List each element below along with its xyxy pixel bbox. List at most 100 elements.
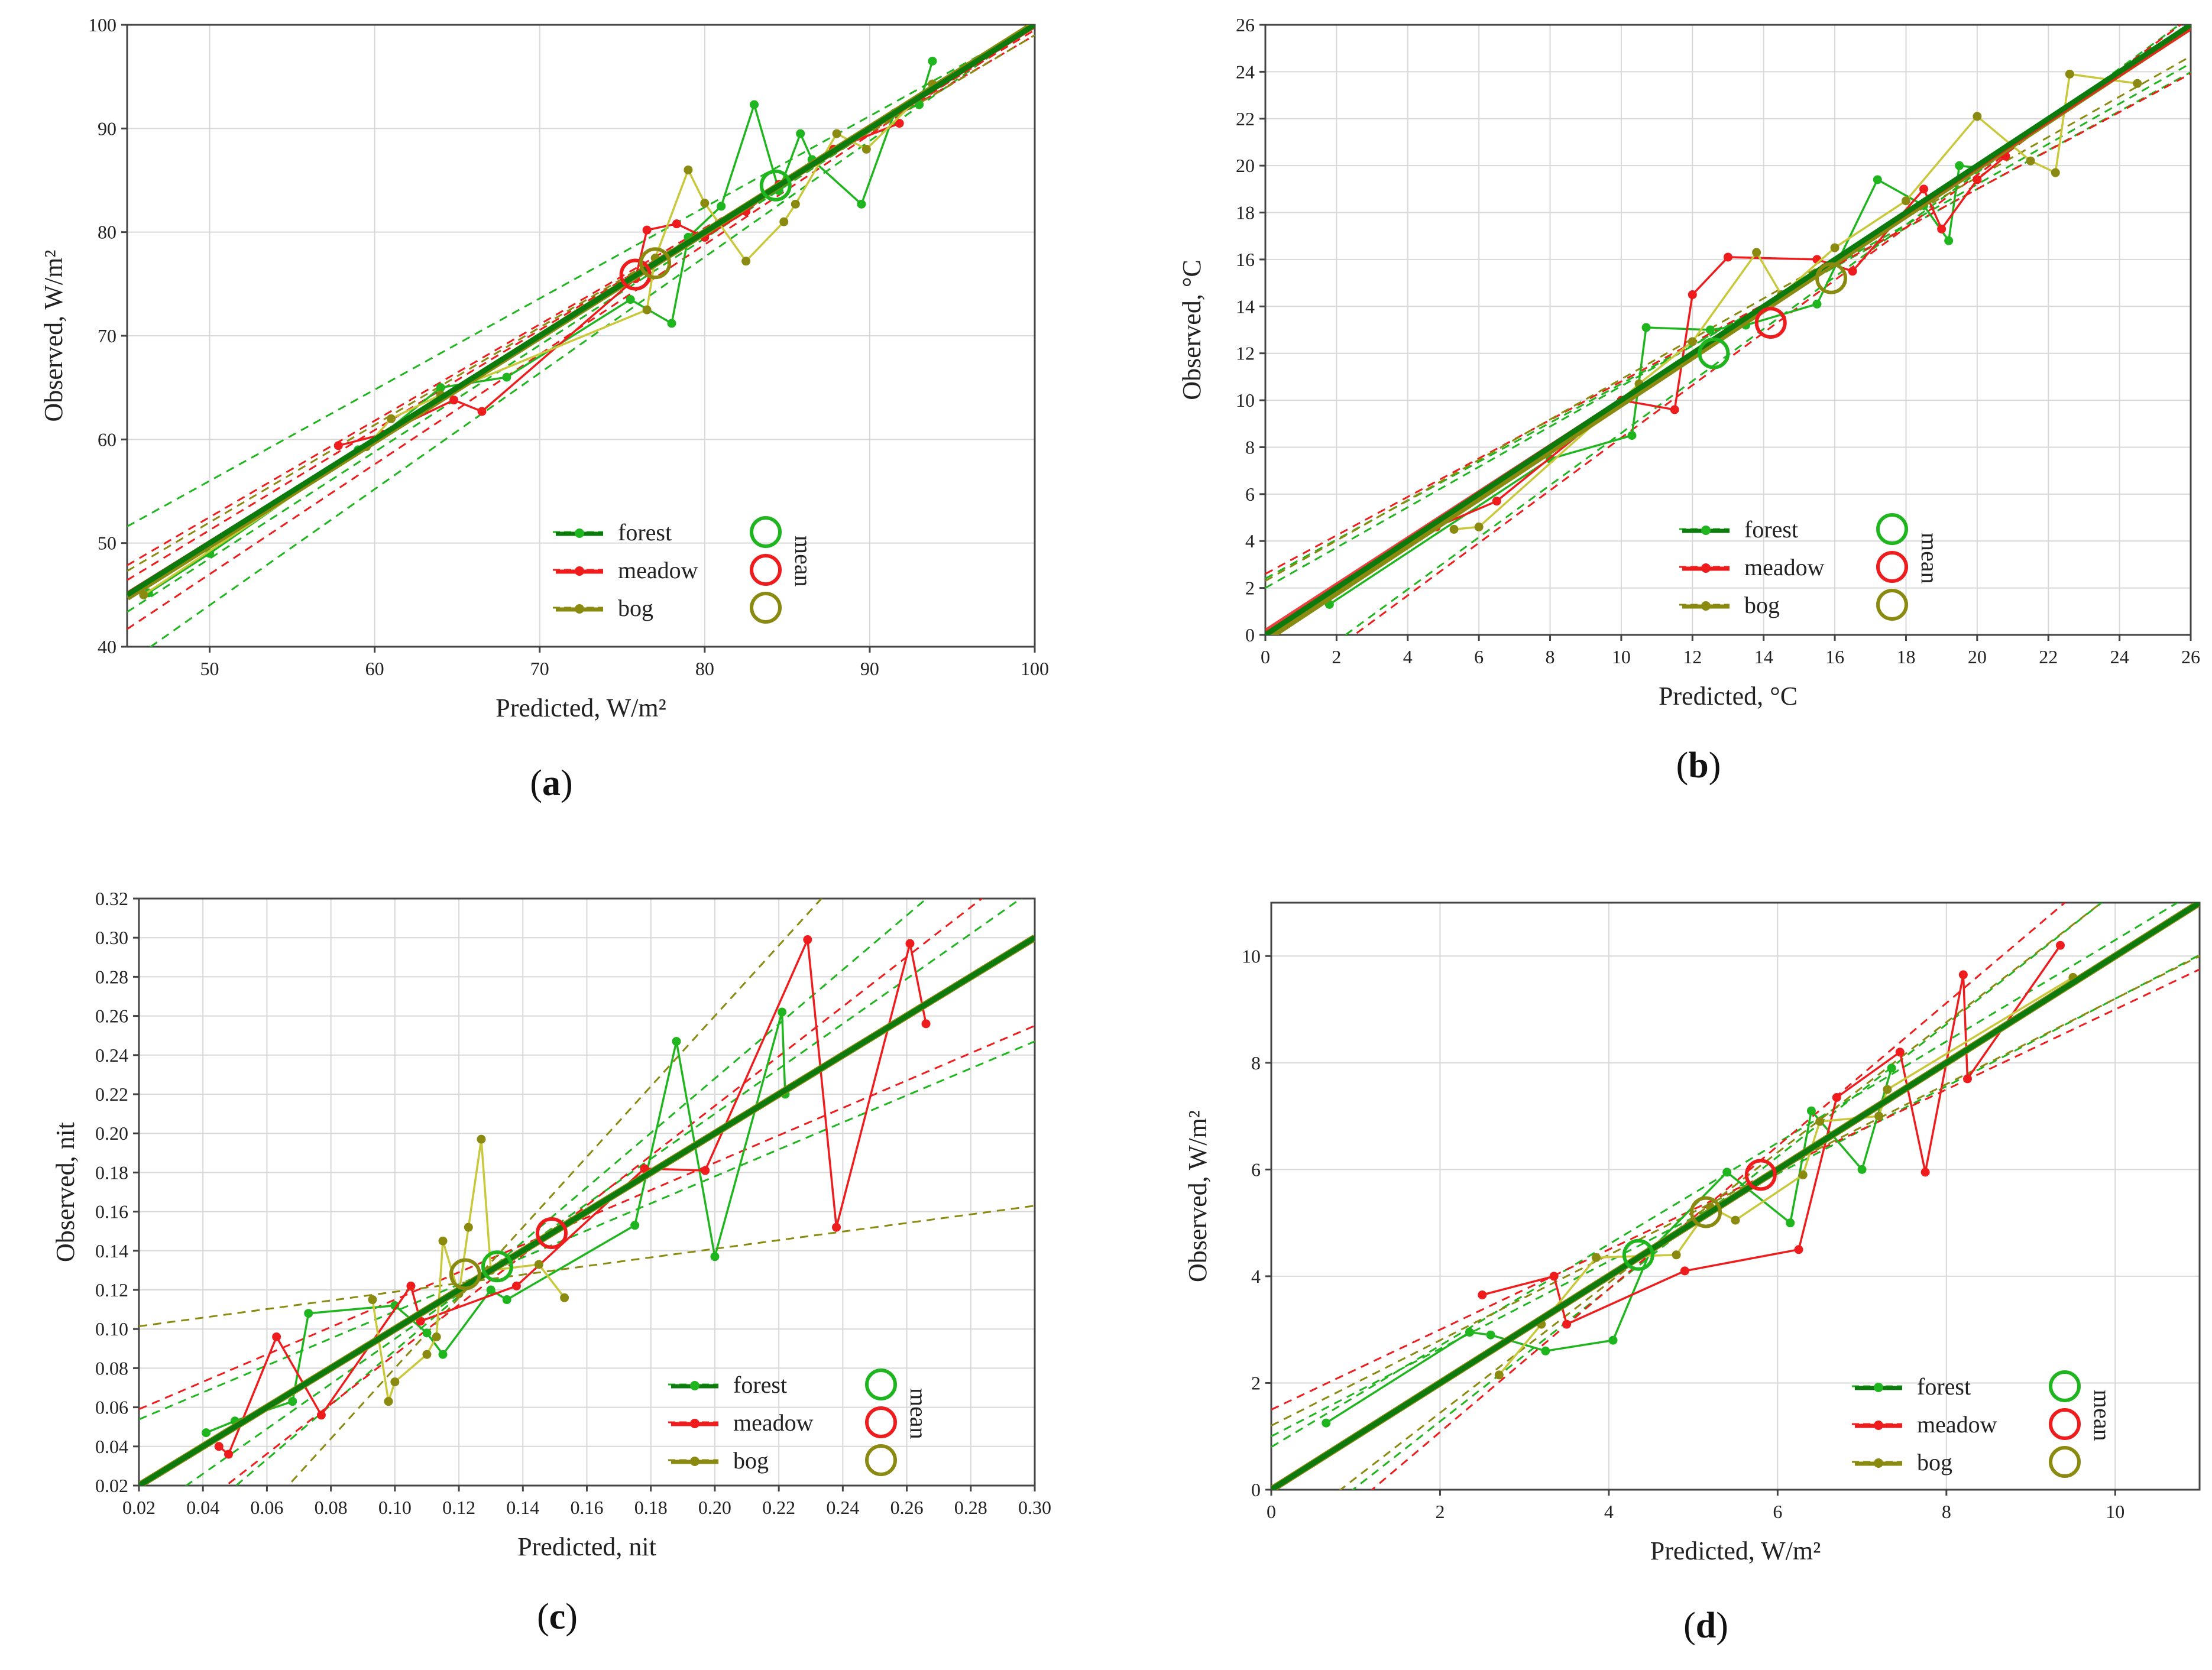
point-meadow (642, 225, 652, 235)
point-meadow (1549, 1272, 1559, 1281)
point-meadow (1562, 1319, 1572, 1329)
point-meadow (1958, 970, 1968, 980)
point-bog (1449, 524, 1459, 534)
y-tick-label: 0.18 (95, 1162, 128, 1183)
point-bog (1592, 1253, 1601, 1262)
x-tick-label: 6 (1773, 1501, 1782, 1522)
legend-mean-marker-forest (2049, 1370, 2081, 1402)
x-tick-label: 90 (860, 658, 879, 679)
point-bog (438, 1236, 448, 1246)
x-tick-label: 60 (365, 658, 384, 679)
x-tick-label: 14 (1754, 646, 1773, 667)
x-tick-label: 10 (1612, 646, 1631, 667)
point-bog (1901, 196, 1910, 206)
y-tick-label: 8 (1251, 1052, 1261, 1074)
point-bog (1731, 1215, 1740, 1225)
point-bog (1672, 1250, 1681, 1260)
band-forest (1271, 903, 2179, 1448)
mean-marker-bog (1690, 1196, 1722, 1228)
y-tick-label: 14 (1236, 296, 1255, 317)
point-meadow (1895, 1048, 1905, 1057)
point-bog (1830, 243, 1839, 252)
point-forest (502, 372, 511, 382)
legend-dot (1874, 1421, 1883, 1430)
panel-c: 0.02 0.04 0.06 0.08 0.10 0.12 0.14 0.16 0.18 0.20… (51, 888, 1051, 1637)
legend-label-meadow: meadow (618, 557, 698, 583)
legend-mean-marker-forest (865, 1369, 897, 1400)
legend-label-meadow: meadow (1744, 554, 1825, 581)
band-bog (127, 34, 1035, 572)
point-bog (384, 1397, 393, 1406)
legend-mean-label: mean (905, 1388, 932, 1439)
point-forest (1806, 1106, 1816, 1116)
legend-mean-marker-meadow (1876, 551, 1908, 583)
x-tick-label: 0.14 (506, 1497, 539, 1518)
x-tick-label: 0.02 (122, 1497, 156, 1518)
point-forest (1944, 236, 1954, 245)
panel-label: (a) (530, 763, 572, 803)
point-forest (928, 56, 937, 66)
point-forest (288, 1397, 297, 1406)
x-tick-label: 0 (1267, 1501, 1276, 1522)
point-bog (1474, 522, 1484, 531)
y-tick-label: 0.28 (95, 966, 128, 987)
y-tick-label: 12 (1236, 343, 1255, 364)
point-forest (502, 1295, 511, 1305)
band-forest (184, 899, 1023, 1486)
x-tick-label: 0.06 (250, 1497, 283, 1518)
y-axis-label: Observed, nit (51, 1122, 80, 1262)
mean-marker-bog (449, 1258, 481, 1290)
y-tick-label: 0.14 (95, 1240, 128, 1262)
y-tick-label: 0.08 (95, 1357, 128, 1379)
point-meadow (1919, 184, 1929, 194)
series-line-bog (142, 83, 934, 596)
legend-mean-marker-forest (750, 516, 782, 548)
point-meadow (895, 119, 904, 128)
x-axis-label: Predicted, W/m² (495, 693, 666, 722)
panel-label-close: ) (1709, 745, 1721, 786)
point-bog (390, 1377, 400, 1387)
point-meadow (1848, 267, 1857, 276)
panel-a: 50 60 70 80 90 100 40 50 60 70 80 90 100 Predicted, W… (39, 14, 1049, 803)
legend-mean-marker-bog (1876, 589, 1908, 621)
panel-label-open: ( (537, 1597, 549, 1637)
legend-mean-marker-meadow (865, 1406, 897, 1438)
legend-label-bog: bog (1917, 1449, 1952, 1476)
series-line-bog (1453, 73, 2137, 531)
point-bog (642, 305, 652, 314)
point-bog (1883, 1085, 1892, 1094)
y-tick-label: 0.22 (95, 1084, 128, 1105)
band-bog (139, 1205, 1035, 1328)
point-bog (1494, 1370, 1504, 1380)
mean-marker-forest (1622, 1238, 1654, 1271)
x-tick-label: 0.24 (826, 1497, 859, 1518)
x-tick-label: 0.08 (315, 1497, 348, 1518)
y-tick-label: 6 (1251, 1159, 1261, 1180)
legend-dot (1701, 563, 1711, 573)
point-bog (1973, 112, 1982, 121)
fit-line-forest (1271, 903, 2200, 1490)
point-meadow (449, 395, 459, 405)
series-line-forest (205, 1011, 786, 1434)
legend-dot (575, 528, 584, 538)
point-forest (436, 383, 445, 393)
point-forest (438, 1350, 448, 1359)
panel-d: 0 2 4 6 8 10 0 2 4 6 8 10 Predicted, W/m² Observed, W… (1183, 902, 2201, 1646)
point-meadow (1920, 1168, 1930, 1177)
legend-mean-marker-bog (750, 592, 782, 624)
legend-mean-marker-bog (2049, 1446, 2081, 1478)
y-tick-label: 0.10 (95, 1318, 128, 1340)
legend-dot (575, 566, 584, 576)
legend-mean-label: mean (790, 536, 817, 587)
plot-frame (1264, 24, 2192, 636)
panel-label: (b) (1676, 745, 1721, 786)
point-bog (534, 1260, 543, 1269)
point-forest (1627, 431, 1637, 440)
y-tick-label: 0.30 (95, 927, 128, 948)
point-bog (741, 257, 751, 266)
y-tick-label: 10 (1236, 390, 1255, 411)
y-tick-label: 40 (98, 636, 116, 657)
x-tick-label: 24 (2110, 646, 2129, 667)
point-meadow (905, 939, 915, 948)
